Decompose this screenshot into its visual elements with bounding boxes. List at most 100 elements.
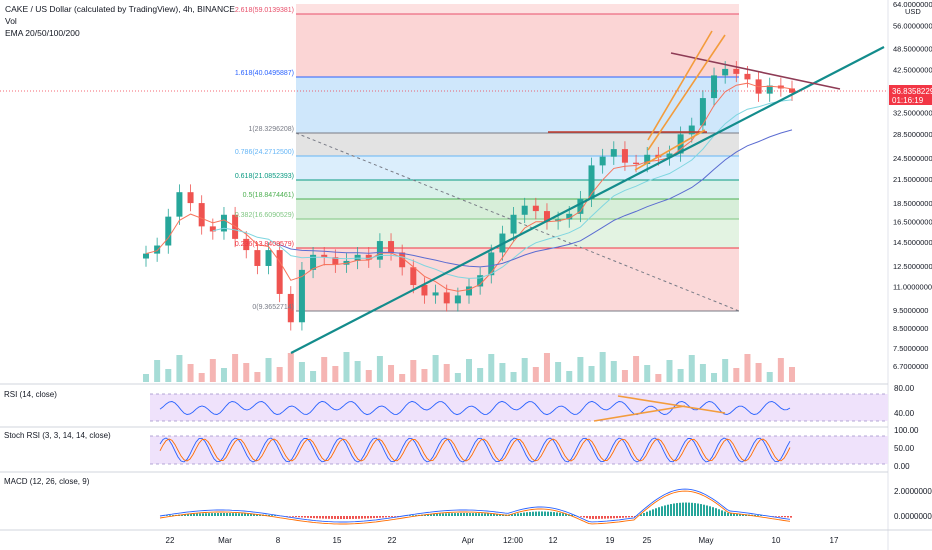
macd-hist-bar	[730, 513, 732, 516]
candle-body	[365, 254, 372, 260]
macd-hist-bar	[217, 513, 219, 516]
macd-hist-bar	[454, 513, 456, 516]
macd-hist-bar	[205, 513, 207, 516]
macd-hist-bar	[187, 514, 189, 516]
descending-trendline[interactable]	[670, 52, 841, 90]
macd-hist-bar	[487, 513, 489, 516]
candle-body	[154, 245, 161, 254]
macd-hist-bar	[271, 515, 273, 516]
time-tick-label: 19	[606, 536, 615, 545]
fib-retracement-zones	[296, 4, 739, 311]
candle-body	[399, 252, 406, 268]
candle-body	[287, 293, 294, 323]
candle-body	[477, 275, 484, 287]
price-tick-label: 28.5000000	[893, 130, 932, 139]
macd-hist-bar	[301, 516, 303, 518]
macd-hist-bar	[580, 516, 582, 517]
macd-hist-bar	[742, 514, 744, 516]
volume-bar	[310, 371, 317, 382]
macd-hist-bar	[358, 516, 360, 519]
macd-hist-bar	[727, 512, 729, 516]
candle-body	[633, 162, 640, 165]
fib-label-0.786: 0.786(24.2712500)	[235, 149, 294, 156]
stoch-tick-100: 100.00	[894, 426, 919, 435]
macd-hist-bar	[337, 516, 339, 519]
macd-hist-bar	[442, 513, 444, 516]
fib-label-1.618: 1.618(40.0495887)	[235, 70, 294, 77]
volume-bar	[410, 360, 417, 382]
macd-hist-bar	[601, 516, 603, 519]
time-axis[interactable]: 22 Mar 8 15 22 Apr 12:00 12 19 25 May 10 17	[166, 536, 839, 545]
macd-hist-bar	[412, 515, 414, 516]
price-tick-label: 14.5000000	[893, 238, 932, 247]
rsi-line	[159, 400, 791, 416]
candle-body	[310, 254, 317, 270]
stoch-rsi-pane: Stoch RSI (3, 3, 14, 14, close) 100.00 5…	[4, 426, 919, 471]
candle-body	[466, 286, 472, 296]
macd-hist-bar	[361, 516, 363, 519]
macd-hist-bar	[595, 516, 597, 519]
rsi-divergence-line-2	[617, 395, 726, 414]
macd-hist-bar	[532, 511, 534, 516]
fib-label-2.618: 2.618(59.0139381)	[235, 7, 294, 14]
price-tick-label: 42.5000000	[893, 66, 932, 75]
macd-hist-bar	[589, 516, 591, 519]
channel-mid-line[interactable]	[634, 129, 706, 171]
volume-bar	[432, 355, 439, 382]
candle-body	[599, 156, 606, 166]
macd-line	[159, 488, 791, 523]
channel-lower-line[interactable]	[647, 34, 726, 151]
price-tick-label: 18.5000000	[893, 199, 932, 208]
macd-hist-bar	[202, 513, 204, 516]
macd-hist-bar	[385, 516, 387, 518]
macd-hist-bar	[475, 513, 477, 516]
volume-bar	[532, 367, 539, 382]
volume-bar	[354, 361, 361, 382]
volume-bar	[187, 364, 194, 382]
macd-hist-bar	[712, 507, 714, 516]
macd-hist-bar	[721, 510, 723, 516]
volume-bar	[566, 371, 573, 382]
macd-hist-bar	[511, 514, 513, 516]
macd-hist-bar	[196, 513, 198, 516]
ema-100-line	[279, 129, 793, 268]
macd-hist-bar	[610, 516, 612, 519]
time-tick-label: 17	[830, 536, 839, 545]
macd-hist-bar	[388, 516, 390, 518]
macd-hist-bar	[529, 511, 531, 516]
macd-hist-bar	[448, 513, 450, 516]
volume-bar	[165, 369, 172, 382]
macd-hist-bar	[607, 516, 609, 519]
volume-bar	[365, 370, 372, 382]
volume-bar	[521, 358, 528, 382]
volume-bar	[766, 372, 773, 382]
ascending-trendline[interactable]	[290, 46, 885, 354]
fib-trend-line	[295, 132, 740, 312]
volume-bars	[143, 352, 795, 382]
fib-zone-top	[296, 4, 739, 14]
volume-bar	[298, 362, 305, 382]
price-axis[interactable]: 64.0000000 56.0000000 48.5000000 42.5000000…	[887, 0, 932, 550]
macd-hist-bar	[673, 503, 675, 516]
macd-hist-bar	[583, 516, 585, 518]
candle-body	[666, 153, 673, 158]
candle-body	[265, 250, 272, 266]
macd-hist-bar	[493, 513, 495, 516]
channel-upper-line[interactable]	[647, 30, 713, 141]
volume-bar	[276, 367, 283, 382]
candle-body	[699, 98, 706, 126]
macd-hist-bar	[466, 513, 468, 516]
fib-label-0: 0(9.3652714)	[252, 304, 294, 311]
macd-hist-bar	[199, 513, 201, 516]
macd-hist-bar	[538, 511, 540, 516]
macd-hist-bar	[535, 511, 537, 516]
macd-hist-bar	[289, 516, 291, 517]
macd-hist-bar	[322, 516, 324, 519]
time-tick-label: 12:00	[503, 536, 524, 545]
macd-hist-bar	[562, 513, 564, 516]
macd-hist-bar	[724, 511, 726, 516]
candle-body	[298, 269, 305, 323]
volume-bar	[399, 374, 406, 382]
fib-level-labels: 2.618(59.0139381) 1.618(40.0495887) 1(28.3…	[235, 7, 294, 311]
